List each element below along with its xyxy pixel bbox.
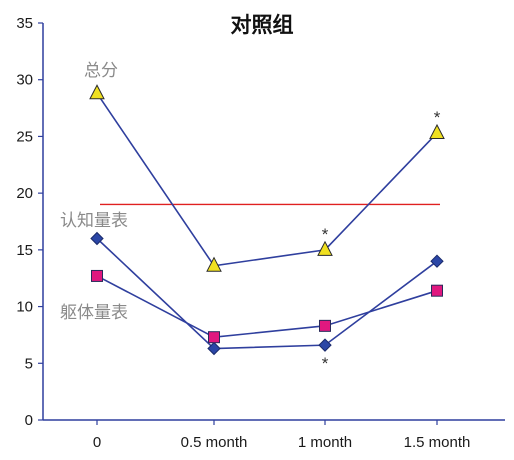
x-tick-label: 1 month — [298, 434, 352, 451]
series-line — [96, 275, 438, 339]
y-tick-label: 10 — [16, 299, 33, 316]
series-line — [96, 237, 438, 350]
data-point-square — [91, 269, 103, 282]
y-tick-label: 30 — [16, 72, 33, 89]
data-point-square — [319, 319, 331, 332]
x-tick-label: 0.5 month — [181, 434, 248, 451]
x-tick-label: 1.5 month — [404, 434, 471, 451]
annotations: * * * — [322, 108, 441, 373]
series-line — [96, 92, 438, 267]
data-point-triangle — [89, 84, 105, 100]
significance-marker: * — [322, 354, 329, 373]
data-point-square — [208, 331, 220, 344]
significance-marker: * — [434, 108, 441, 127]
data-point-square — [431, 284, 443, 297]
data-point-diamond — [430, 254, 444, 268]
data-point-diamond — [90, 231, 104, 246]
data-point-triangle — [429, 123, 445, 139]
data-point-diamond — [318, 338, 332, 352]
axes: 0 5 10 15 20 25 30 35 0 0.5 month 1 month 1.5 month — [16, 15, 505, 451]
chart-title: 对照组 — [231, 13, 294, 37]
y-tick-label: 15 — [16, 242, 33, 259]
x-tick-label: 0 — [93, 434, 101, 451]
series-label: 躯体量表 — [60, 303, 128, 323]
series-label: 认知量表 — [60, 211, 128, 231]
significance-marker: * — [322, 225, 329, 244]
y-tick-label: 20 — [16, 185, 33, 202]
data-point-diamond — [207, 341, 221, 356]
data-point-triangle — [206, 256, 222, 272]
series-label: 总分 — [84, 61, 118, 81]
y-tick-label: 25 — [16, 128, 33, 145]
data-point-triangle — [317, 240, 333, 256]
y-tick-label: 35 — [16, 15, 33, 32]
y-tick-label: 0 — [25, 412, 33, 429]
y-tick-label: 5 — [25, 355, 33, 372]
series-group — [89, 84, 445, 356]
